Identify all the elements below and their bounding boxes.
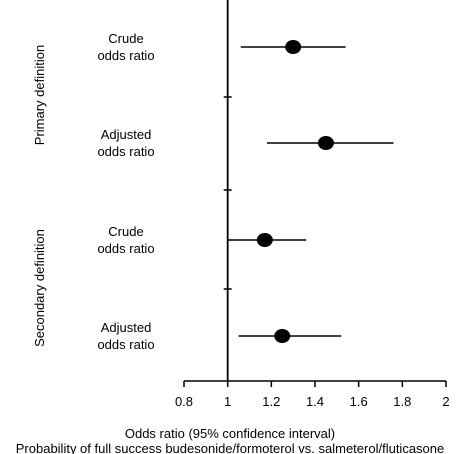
row-label: Adjusted odds ratio bbox=[97, 320, 154, 352]
x-tick-label: 1.4 bbox=[306, 394, 324, 409]
x-axis-title: Odds ratio (95% confidence interval) bbox=[125, 426, 335, 441]
x-tick-label: 1.6 bbox=[350, 394, 368, 409]
row-label-line: odds ratio bbox=[97, 48, 154, 63]
row-label-line: odds ratio bbox=[97, 144, 154, 159]
odds-ratio-point bbox=[256, 233, 273, 247]
chart-caption: Probability of full success budesonide/f… bbox=[16, 441, 445, 454]
row-label-line: Adjusted bbox=[101, 320, 152, 335]
group-label: Secondary definition bbox=[32, 229, 47, 347]
row-label-line: Crude bbox=[108, 31, 143, 46]
odds-ratio-point bbox=[274, 329, 291, 343]
row-label-line: Adjusted bbox=[101, 127, 152, 142]
row-label-line: odds ratio bbox=[97, 241, 154, 256]
row-label: Crude odds ratio bbox=[97, 31, 154, 63]
row-label-line: odds ratio bbox=[97, 337, 154, 352]
row-label-line: Crude bbox=[108, 224, 143, 239]
x-tick-label: 1 bbox=[224, 394, 231, 409]
x-tick-label: 0.8 bbox=[175, 394, 193, 409]
group-label: Primary definition bbox=[32, 45, 47, 145]
odds-ratio-point bbox=[285, 40, 302, 54]
x-tick-label: 1.2 bbox=[262, 394, 280, 409]
row-label: Adjusted odds ratio bbox=[97, 127, 154, 159]
odds-ratio-point bbox=[317, 136, 334, 150]
x-tick-label: 1.8 bbox=[393, 394, 411, 409]
row-label: Crude odds ratio bbox=[97, 224, 154, 256]
x-tick-label: 2 bbox=[442, 394, 449, 409]
